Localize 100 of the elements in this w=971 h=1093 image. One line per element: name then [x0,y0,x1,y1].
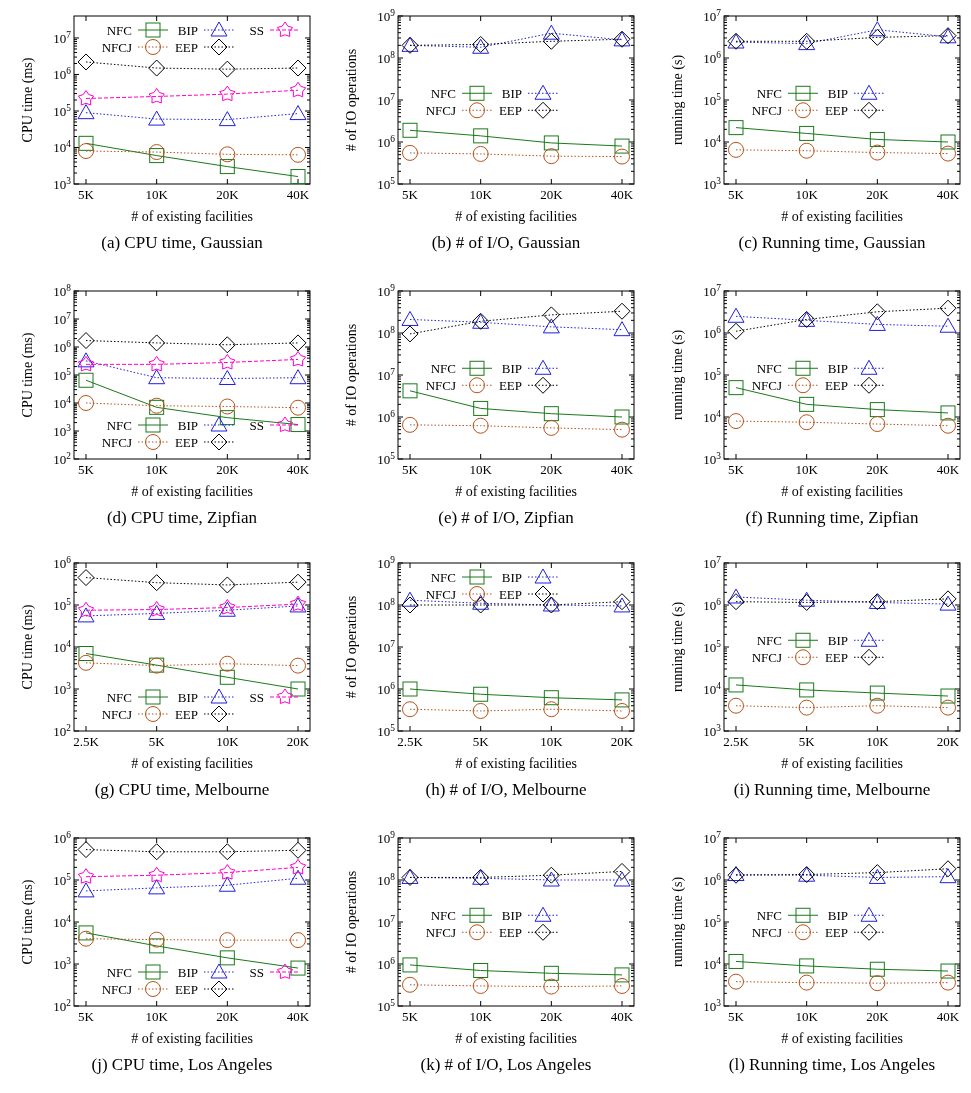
legend-label: NFCJ [101,981,132,997]
y-tick-label: 10$^{9}$ [377,7,396,24]
point [289,105,307,121]
point [614,702,630,719]
point [799,396,815,412]
point [289,59,307,77]
y-tick-label: 10$^{4}$ [53,394,72,411]
point [289,869,307,885]
y-tick-label: 10$^{5}$ [377,450,396,467]
legend-label: NFCJ [101,434,132,450]
text: (g) CPU time, Melbourne [94,780,270,799]
y-tick-label: 10$^{2}$ [53,997,72,1014]
y-tick-label: 10$^{2}$ [53,722,72,739]
legend-label: EEP [498,102,522,118]
y-tick-label: 10$^{6}$ [53,554,72,571]
y-tick-label: 10$^{8}$ [377,324,396,341]
legend-label: EEP [824,649,848,665]
point [289,573,307,591]
x-tick-label: 10K [469,462,493,477]
point [939,860,957,878]
point [728,677,744,693]
text: (h) # of I/O, Melbourne [425,780,587,799]
point [402,144,418,161]
point [290,169,306,185]
y-tick-label: 10$^{5}$ [377,722,396,739]
legend-label: NFCJ [751,377,782,393]
legend-label: BIP [501,85,522,101]
x-tick-label: 20K [866,187,890,202]
point [402,681,418,697]
point [290,960,306,976]
point [869,975,886,992]
y-tick-label: 10$^{5}$ [53,366,72,383]
point [543,701,560,718]
point [77,352,95,368]
y-tick-label: 10$^{6}$ [53,66,72,83]
y-tick-label: 10$^{5}$ [703,91,722,108]
x-axis-title: # of existing facilities [455,209,577,224]
point [148,879,166,895]
point [868,303,886,321]
legend-label: EEP [174,706,198,722]
y-tick-label: 10$^{4}$ [703,408,722,425]
point [402,383,418,399]
point [402,957,418,973]
point [728,973,744,990]
legend-label: EEP [174,981,198,997]
y-axis-title: # of IO operations [344,323,359,427]
x-tick-label: 20K [286,734,310,749]
point [219,950,235,966]
point [218,576,236,594]
legend-label: SS [249,964,264,980]
point [542,32,560,50]
y-tick-label: 10$^{4}$ [53,913,72,930]
point [799,958,815,974]
x-tick-label: 20K [540,462,564,477]
point [290,399,306,416]
legend-label: EEP [498,586,522,602]
legend-label: NFC [106,417,132,433]
point [798,142,815,159]
point [219,146,236,163]
point [218,843,236,861]
x-tick-label: 2.5K [397,734,424,749]
x-tick-label: 40K [610,1009,634,1024]
point [728,697,744,714]
legend-label: NFC [756,907,782,923]
legend-label: NFCJ [751,924,782,940]
point [613,321,631,337]
legend-label: NFC [430,907,456,923]
point [77,332,95,350]
legend-label: BIP [827,360,848,376]
y-axis-title: # of IO operations [344,595,359,699]
point [218,60,236,78]
y-tick-label: 10$^{7}$ [377,91,396,108]
x-tick-label: 40K [936,462,960,477]
y-tick-label: 10$^{7}$ [377,366,396,383]
x-axis-title: # of existing facilities [131,756,253,771]
y-tick-label: 10$^{8}$ [377,871,396,888]
legend-label: NFC [106,22,132,38]
point [473,128,489,144]
point [78,925,94,941]
point [613,862,631,880]
legend-label: BIP [501,360,522,376]
point [614,967,630,983]
legend-label: EEP [498,377,522,393]
point [472,417,489,434]
point [543,135,559,151]
x-tick-label: 20K [866,462,890,477]
point [727,593,745,611]
point [219,85,236,102]
x-tick-label: 20K [540,1009,564,1024]
legend-label: NFC [430,360,456,376]
text: (e) # of I/O, Zipfian [438,508,575,527]
point [614,148,630,165]
x-tick-label: 5K [148,734,166,749]
y-axis-title: CPU time (ms) [20,57,36,143]
x-tick-label: 20K [216,187,240,202]
y-tick-label: 10$^{7}$ [703,829,722,846]
point [798,699,815,716]
point [219,669,235,685]
y-axis-title: # of IO operations [344,870,359,974]
point [219,410,235,426]
